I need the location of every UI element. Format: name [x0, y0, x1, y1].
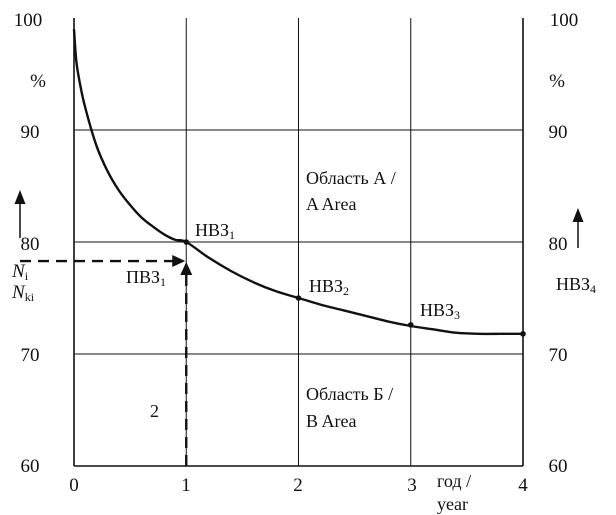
x-tick-label: 4: [518, 475, 528, 496]
area-b-label: B Area: [306, 411, 356, 431]
point-label-sub: 2: [343, 284, 349, 298]
point-label-sub: 1: [229, 228, 235, 242]
y-axis-label-right: НВЗ4: [556, 208, 596, 296]
y-axis-label-left-sub: ki: [25, 290, 35, 304]
point-label-pvz1: ПВЗ1: [126, 267, 166, 289]
x-tick-labels: 0 1 2 3 4: [69, 475, 528, 496]
grid: [73, 18, 524, 467]
series-line: [72, 29, 523, 336]
x-tick-label: 0: [69, 475, 79, 496]
point-label-sub: 1: [160, 275, 166, 289]
y-tick-labels-right: 100 % 90 80 70 60: [549, 10, 579, 477]
point-label-text: ПВЗ: [126, 267, 160, 287]
area-b-label: Область Б /: [306, 384, 393, 404]
y-tick-label-left: 60: [21, 456, 40, 477]
y-unit-right: %: [549, 71, 565, 92]
y-axis-label-left-n: N: [11, 282, 26, 303]
svg-text:Nki: Nki: [11, 282, 35, 304]
y-axis-label-right-text: НВЗ: [556, 274, 590, 294]
right-arrow-icon: [172, 255, 186, 268]
point-label-sub: 3: [454, 308, 460, 322]
y-tick-label-left: 100: [14, 10, 43, 31]
data-point: [407, 322, 414, 328]
x-axis-label: год /: [437, 471, 471, 491]
y-axis-label-left-n: N: [11, 261, 26, 282]
y-axis-label-right-sub: 4: [590, 282, 596, 296]
up-arrow-icon-head: [14, 190, 26, 204]
y-tick-label-left: 80: [21, 234, 40, 255]
marker-2-label: 2: [150, 401, 159, 421]
point-label-nvz1: НВЗ1: [195, 220, 235, 242]
x-tick-label: 2: [293, 475, 303, 496]
x-tick-label: 3: [407, 475, 417, 496]
data-point: [520, 331, 526, 337]
y-tick-label-left: 90: [21, 122, 40, 143]
data-point: [183, 239, 190, 245]
y-tick-label-right: 80: [549, 234, 568, 255]
y-tick-label-right: 100: [550, 10, 579, 31]
y-axis-label-left: Ni Nki: [11, 190, 35, 304]
point-label-text: НВЗ: [309, 276, 343, 296]
y-tick-labels-left: 100 % 90 80 70 60: [14, 10, 46, 477]
y-tick-label-right: 70: [549, 345, 568, 366]
point-label-text: НВЗ: [420, 300, 454, 320]
y-tick-label-left: 70: [21, 345, 40, 366]
up-arrow-icon: [180, 262, 193, 276]
data-point: [295, 295, 302, 301]
x-tick-label: 1: [181, 475, 191, 496]
y-unit-left: %: [30, 71, 46, 92]
x-axis-label: year: [437, 494, 468, 514]
y-axis-label-left-sub: i: [25, 269, 29, 283]
y-tick-label-right: 60: [549, 456, 568, 477]
y-tick-label-right: 90: [549, 122, 568, 143]
data-points: [183, 239, 526, 337]
area-a-label: Область А /: [306, 168, 396, 188]
svg-text:НВЗ4: НВЗ4: [556, 274, 596, 296]
svg-text:Ni: Ni: [11, 261, 29, 283]
up-arrow-icon-head: [572, 208, 584, 222]
point-label-nvz2: НВЗ2: [309, 276, 349, 298]
pvz-guides: [20, 255, 193, 466]
area-a-label: A Area: [306, 194, 356, 214]
point-label-text: НВЗ: [195, 220, 229, 240]
point-label-nvz3: НВЗ3: [420, 300, 460, 322]
